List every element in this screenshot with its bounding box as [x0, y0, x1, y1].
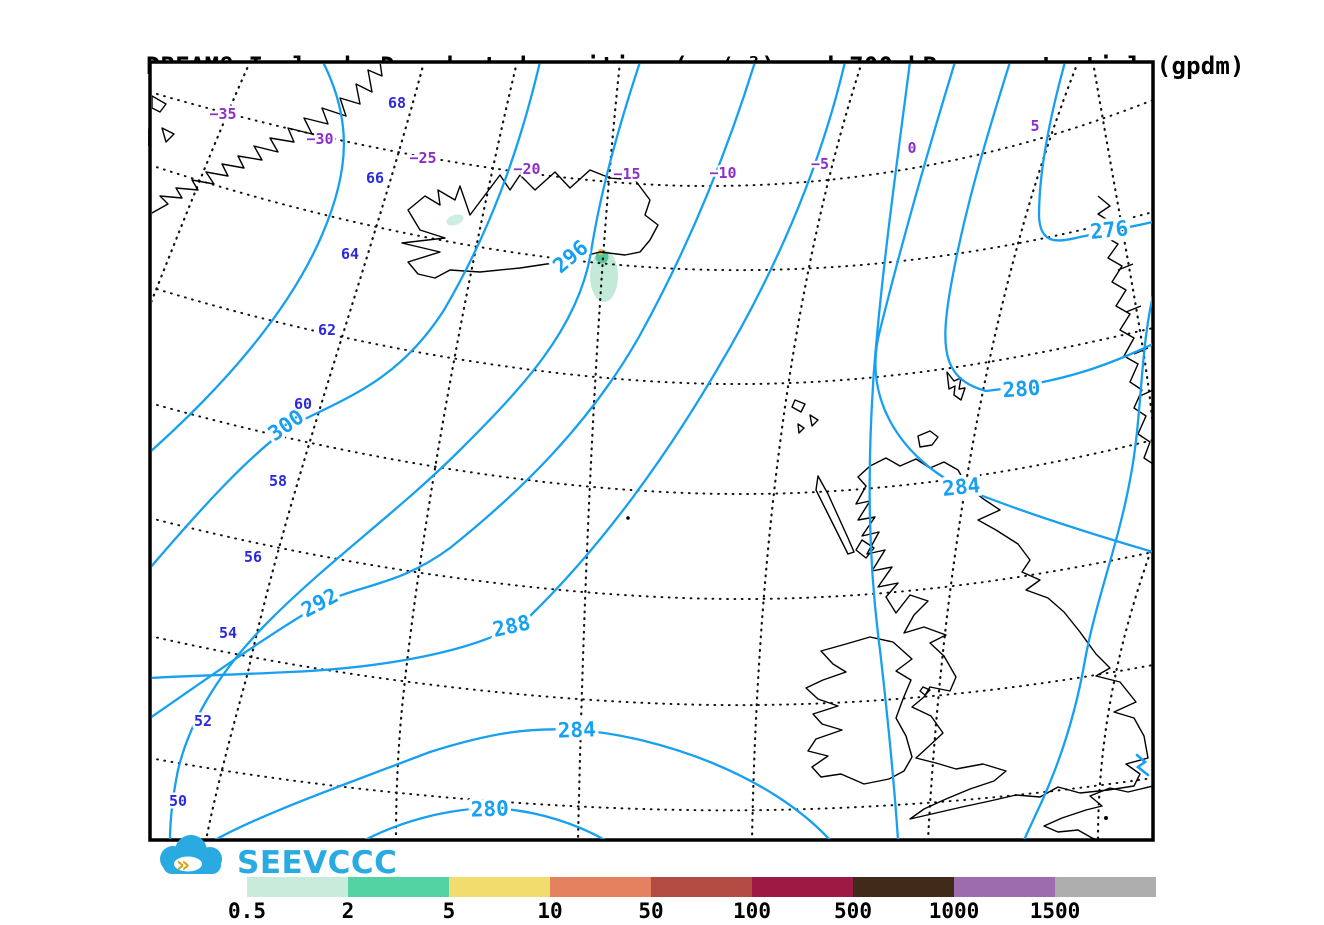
latitude-label: 60 — [294, 395, 312, 413]
temp-label: −10 — [709, 164, 736, 182]
temp-label: −25 — [409, 149, 436, 167]
contour-284-north — [874, 64, 1152, 553]
colorbar-tick-label: 0.5 — [228, 899, 266, 923]
contour-276 — [1037, 64, 1152, 242]
contour-304 — [152, 64, 346, 452]
logo-text: SEEVCCC — [237, 845, 397, 881]
temp-label: −30 — [306, 130, 333, 148]
colorbar-segment — [348, 877, 449, 897]
temp-label: −5 — [811, 155, 829, 173]
coast-ireland — [805, 636, 913, 785]
temperature-labels: −35 −30 −25 −20 −15 −10 −5 0 5 — [207, 103, 1042, 186]
colorbar-segment — [752, 877, 853, 897]
temp-label: −15 — [613, 165, 640, 183]
coast-france — [1043, 785, 1152, 839]
colorbar-segment — [550, 877, 651, 897]
temp-label: −35 — [209, 105, 236, 123]
latitude-label: 66 — [366, 169, 384, 187]
latitude-label: 62 — [318, 321, 336, 339]
colorbar-tick-label: 1000 — [928, 899, 980, 923]
contour-label: 284 — [557, 717, 596, 742]
logo-arrow-icon: » — [176, 853, 190, 878]
contour-280-south — [364, 806, 606, 839]
colorbar-segment — [651, 877, 752, 897]
colorbar-segment — [954, 877, 1055, 897]
coast-norway — [1097, 195, 1152, 465]
colorbar-segment — [247, 877, 348, 897]
colorbar-tick-label: 50 — [638, 899, 664, 923]
latitude-label: 54 — [219, 624, 237, 642]
contour-label: 280 — [470, 796, 509, 821]
coast-greenland — [152, 64, 383, 214]
coast-shetland — [946, 371, 966, 401]
contour-label: 276 — [1089, 216, 1129, 244]
contour-norway-south — [1023, 295, 1152, 839]
coast-greenland-islet — [152, 95, 175, 143]
cloud-icon-cutout — [174, 856, 202, 872]
colorbar-tick-label: 2 — [341, 899, 355, 923]
colorbar-tick-label: 500 — [834, 899, 872, 923]
latitude-label: 56 — [244, 548, 262, 566]
coast-faroe — [791, 399, 819, 434]
coast-channel-island — [1104, 816, 1108, 820]
coast-iceland — [401, 169, 659, 279]
contour-284-south — [214, 728, 831, 839]
colorbar-segment — [449, 877, 550, 897]
seevccc-logo: » SEEVCCC — [158, 835, 397, 885]
colorbar-segment — [1055, 877, 1156, 897]
latitude-label: 68 — [388, 94, 406, 112]
colorbar-tick-label: 5 — [442, 899, 456, 923]
coast-norway-fjords — [1109, 225, 1152, 397]
contour-label: 280 — [1002, 376, 1042, 403]
colorbar-tick-label: 100 — [733, 899, 771, 923]
cloud-icon-base — [158, 875, 228, 885]
map-frame — [148, 60, 1155, 842]
map-point-mark — [626, 516, 630, 520]
contour-label: 284 — [941, 473, 981, 501]
contour-280-north — [944, 64, 1152, 393]
geopotential-contours — [152, 64, 1152, 839]
dust-deposition-area — [446, 214, 618, 302]
latitude-label: 64 — [341, 245, 359, 263]
temp-label: 5 — [1030, 117, 1039, 135]
deposition-colorbar: 0.5 2 5 10 50 100 500 1000 1500 — [228, 877, 1156, 923]
contour-280-long — [868, 64, 911, 839]
colorbar-tick-label: 1500 — [1029, 899, 1081, 923]
contour-292 — [152, 64, 756, 719]
latitude-label: 52 — [194, 712, 212, 730]
latitude-label: 58 — [269, 472, 287, 490]
contour-288 — [152, 64, 846, 680]
colorbar-segment — [853, 877, 954, 897]
contour-300 — [152, 64, 541, 568]
coast-great-britain — [855, 457, 1149, 820]
temp-label: −20 — [513, 160, 540, 178]
contour-label-fragment — [1135, 753, 1150, 777]
latitude-labels: 68 66 64 62 60 58 56 54 52 50 — [166, 92, 408, 813]
dust-spot-light — [590, 250, 618, 302]
coast-orkney — [917, 430, 939, 448]
colorbar-tick-label: 10 — [537, 899, 563, 923]
coast-isle-of-man — [919, 686, 931, 696]
latitude-label: 50 — [169, 792, 187, 810]
colorbar-swatches — [247, 877, 1156, 897]
dust-spot-faint — [446, 214, 464, 226]
colorbar-labels: 0.5 2 5 10 50 100 500 1000 1500 — [228, 897, 1156, 923]
contour-296 — [168, 64, 641, 839]
temp-label: 0 — [907, 139, 916, 157]
